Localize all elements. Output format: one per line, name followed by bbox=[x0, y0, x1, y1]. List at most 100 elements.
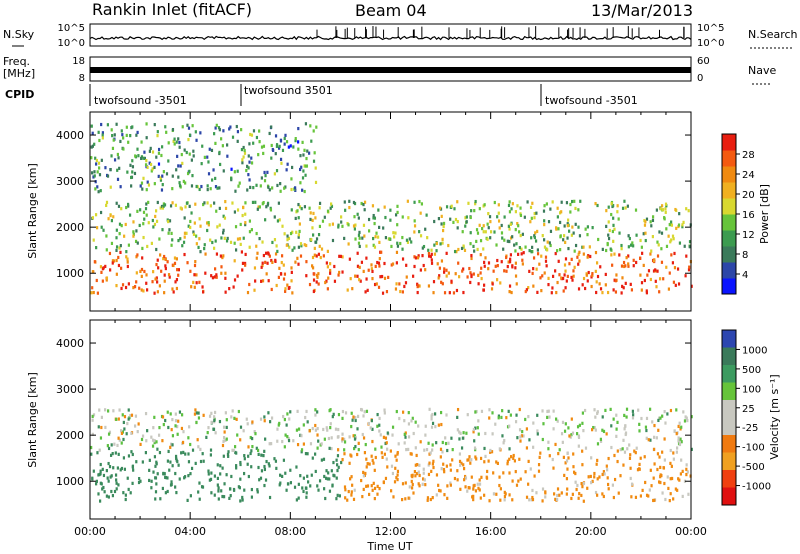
power-cell bbox=[179, 164, 182, 168]
power-cell bbox=[173, 137, 176, 141]
velocity-cell bbox=[546, 409, 549, 414]
power-cell bbox=[130, 175, 133, 180]
velocity-cell bbox=[181, 440, 185, 445]
power-cell bbox=[487, 226, 490, 230]
velocity-cell bbox=[326, 428, 329, 432]
velocity-cell bbox=[111, 451, 114, 456]
power-cell bbox=[483, 260, 486, 264]
power-cell bbox=[211, 240, 214, 245]
velocity-cell bbox=[596, 442, 600, 446]
velocity-cell bbox=[425, 448, 429, 452]
velocity-cell bbox=[328, 446, 331, 450]
power-cell bbox=[531, 245, 534, 249]
velocity-cell bbox=[295, 428, 299, 432]
velocity-cell bbox=[373, 496, 376, 501]
power-cell bbox=[588, 245, 591, 249]
velocity-cell bbox=[673, 429, 676, 433]
y-tick-label: 2000 bbox=[56, 429, 84, 442]
power-cell bbox=[460, 246, 464, 251]
power-cell bbox=[161, 206, 165, 210]
power-cell bbox=[314, 240, 317, 244]
power-cell bbox=[394, 213, 398, 217]
velocity-cell bbox=[570, 496, 573, 501]
velocity-cell bbox=[530, 498, 533, 502]
power-cell bbox=[90, 145, 93, 149]
power-cell bbox=[264, 260, 267, 264]
velocity-cell bbox=[269, 420, 272, 424]
power-cell bbox=[354, 237, 357, 241]
power-cell bbox=[581, 245, 584, 249]
power-cell bbox=[224, 271, 227, 275]
power-cell bbox=[470, 256, 473, 261]
power-cell bbox=[152, 270, 155, 274]
velocity-cell bbox=[437, 483, 440, 487]
velocity-cell bbox=[649, 438, 652, 442]
velocity-cell bbox=[502, 471, 505, 475]
velocity-cell bbox=[328, 489, 332, 493]
velocity-cell bbox=[669, 408, 673, 413]
power-cell bbox=[496, 278, 499, 282]
power-cell bbox=[318, 206, 321, 210]
velocity-cell bbox=[518, 457, 521, 461]
power-cell bbox=[577, 252, 580, 256]
power-cell bbox=[395, 282, 398, 286]
power-cell bbox=[157, 266, 160, 270]
power-cell bbox=[495, 243, 498, 247]
power-cell bbox=[93, 142, 96, 146]
power-colorbar-tick-label: 24 bbox=[742, 170, 755, 181]
velocity-cell bbox=[547, 409, 550, 413]
velocity-cell bbox=[223, 495, 226, 499]
power-cell bbox=[421, 254, 424, 258]
velocity-cell bbox=[380, 451, 383, 455]
velocity-cell bbox=[278, 421, 281, 426]
power-cell bbox=[100, 270, 103, 274]
velocity-cell bbox=[378, 486, 381, 491]
velocity-cell bbox=[344, 496, 347, 500]
velocity-cell bbox=[578, 423, 581, 427]
velocity-cell bbox=[637, 467, 641, 471]
velocity-cell bbox=[503, 498, 506, 502]
power-cell bbox=[635, 260, 638, 265]
velocity-cell bbox=[653, 498, 656, 502]
power-cell bbox=[383, 261, 386, 266]
velocity-cell bbox=[140, 437, 144, 442]
velocity-cell bbox=[629, 466, 632, 470]
velocity-cell bbox=[494, 422, 497, 426]
velocity-cell bbox=[314, 469, 317, 474]
power-cell bbox=[559, 248, 562, 252]
power-cell bbox=[244, 223, 247, 227]
velocity-cell bbox=[639, 494, 642, 498]
velocity-cell bbox=[316, 446, 319, 450]
velocity-cell bbox=[623, 427, 626, 431]
velocity-cell bbox=[593, 471, 596, 476]
power-cell bbox=[224, 199, 227, 204]
velocity-cell bbox=[593, 475, 596, 479]
power-cell bbox=[248, 282, 251, 287]
velocity-cell bbox=[505, 416, 508, 420]
velocity-cell bbox=[604, 408, 607, 413]
velocity-cell bbox=[119, 429, 123, 433]
power-cell bbox=[312, 278, 316, 282]
power-cell bbox=[543, 271, 546, 275]
power-cell bbox=[171, 174, 174, 178]
velocity-cell bbox=[385, 457, 388, 461]
power-cell bbox=[405, 275, 408, 279]
power-cell bbox=[297, 235, 300, 239]
power-cell bbox=[218, 223, 221, 227]
velocity-cell bbox=[575, 487, 578, 492]
power-cell bbox=[519, 213, 523, 218]
power-cell bbox=[146, 180, 149, 184]
velocity-cell bbox=[317, 439, 320, 443]
power-colorbar-block bbox=[722, 150, 736, 167]
power-cell bbox=[301, 140, 304, 144]
power-cell bbox=[621, 276, 624, 280]
power-cell bbox=[212, 168, 215, 172]
velocity-cell bbox=[601, 415, 604, 419]
cpid-label: CPID bbox=[5, 88, 34, 101]
power-cell bbox=[378, 240, 381, 245]
power-cell bbox=[140, 140, 143, 144]
power-cell bbox=[645, 291, 648, 295]
power-cell bbox=[453, 207, 456, 211]
power-cell bbox=[373, 282, 377, 287]
velocity-cell bbox=[403, 419, 406, 423]
